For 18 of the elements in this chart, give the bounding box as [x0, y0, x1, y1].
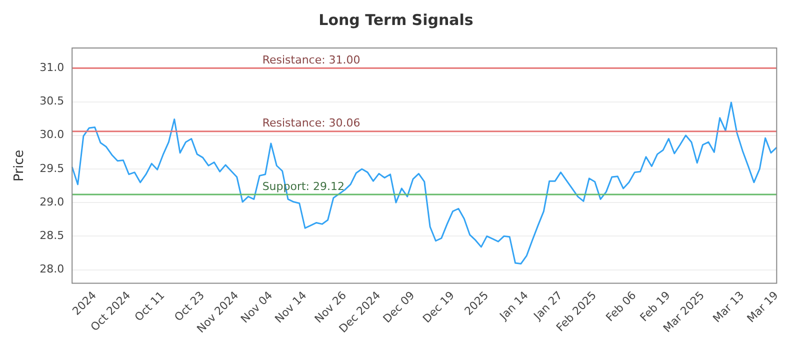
y-tick-label: 29.0	[40, 195, 64, 208]
y-tick-label: 30.5	[40, 94, 64, 108]
x-tick-label: Dec 19	[420, 288, 457, 326]
x-tick-label: Feb 06	[603, 288, 639, 324]
x-tick-label: Dec 09	[380, 288, 418, 326]
y-tick-label: 28.0	[40, 262, 64, 276]
ref-line-label: Resistance: 30.06	[262, 116, 360, 130]
x-tick-label: Mar 19	[744, 288, 781, 326]
x-tick-label: Mar 13	[710, 288, 747, 326]
y-tick-label: 30.0	[40, 128, 64, 142]
x-tick-label: Jan 14	[496, 288, 531, 324]
y-tick-label: 31.0	[40, 61, 64, 74]
x-tick-label: Oct 11	[132, 288, 168, 324]
y-tick-label: 29.5	[40, 162, 64, 175]
y-axis-title: Price	[12, 150, 28, 182]
chart-title: Long Term Signals	[318, 10, 474, 29]
y-tick-label: 28.5	[40, 229, 64, 242]
ref-line-label: Resistance: 31.00	[262, 54, 360, 67]
